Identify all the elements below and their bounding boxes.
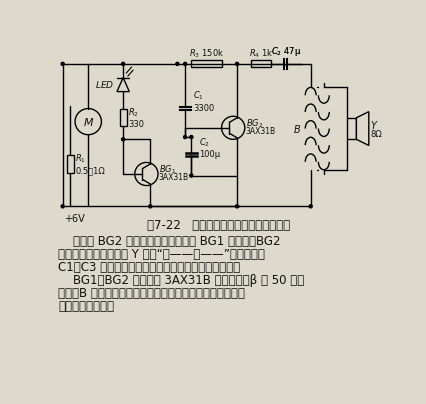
Text: 100μ: 100μ: [199, 150, 220, 159]
Text: C1、C3 容量可改变间歇振荡器振荡频率和间隔时间。: C1、C3 容量可改变间歇振荡器振荡频率和间隔时间。: [58, 261, 239, 274]
Bar: [67, 155, 74, 173]
Text: $C_2$: $C_2$: [199, 136, 210, 149]
Text: $M$: $M$: [82, 116, 94, 128]
Bar: [119, 109, 127, 126]
Circle shape: [61, 62, 64, 65]
Text: $R_3$ 150k: $R_3$ 150k: [189, 47, 224, 60]
Circle shape: [135, 162, 158, 185]
Text: $B$: $B$: [293, 122, 301, 135]
Circle shape: [121, 138, 124, 141]
Circle shape: [176, 62, 178, 65]
Bar: [346, 118, 356, 139]
Text: 3AX31B: 3AX31B: [158, 173, 188, 182]
Text: 3300: 3300: [193, 104, 213, 113]
Text: 图7-22   录音机倒带终止指示器电路之二: 图7-22 录音机倒带终止指示器电路之二: [147, 219, 289, 232]
Bar: [191, 61, 222, 67]
Text: +6V: +6V: [64, 214, 85, 224]
Circle shape: [75, 109, 101, 135]
Circle shape: [183, 135, 186, 139]
Text: 晶体管 BG2 即组成间歇振荡器，当 BG1 导通时，BG2: 晶体管 BG2 即组成间歇振荡器，当 BG1 导通时，BG2: [58, 235, 280, 248]
Circle shape: [235, 62, 238, 65]
Text: 3AX31B: 3AX31B: [245, 127, 275, 136]
Text: $R_4$ 1k: $R_4$ 1k: [248, 47, 273, 60]
Circle shape: [221, 116, 244, 139]
Circle shape: [235, 205, 238, 208]
Circle shape: [189, 174, 193, 177]
Text: BG1、BG2 均可选用 3AX31B 锗三极管，β 值 50 左右: BG1、BG2 均可选用 3AX31B 锗三极管，β 值 50 左右: [58, 274, 304, 287]
Polygon shape: [117, 78, 129, 92]
Text: 元件无特殊要求。: 元件无特殊要求。: [58, 300, 114, 313]
Text: 截通电工作，由扬声器 Y 发出“哪——嗯——”鸣声。更改: 截通电工作，由扬声器 Y 发出“哪——嗯——”鸣声。更改: [58, 248, 264, 261]
Bar: [250, 61, 271, 67]
Circle shape: [183, 62, 186, 65]
Text: 即可。B 可用小型晶体管收音机用的输出变压器。其它阻容: 即可。B 可用小型晶体管收音机用的输出变压器。其它阻容: [58, 287, 245, 300]
Circle shape: [148, 205, 152, 208]
Text: $C_2$ 47μ: $C_2$ 47μ: [270, 45, 300, 58]
Polygon shape: [356, 112, 368, 145]
Text: $C_1$: $C_1$: [193, 90, 203, 102]
Circle shape: [308, 205, 311, 208]
Circle shape: [61, 205, 64, 208]
Text: $BG_1$: $BG_1$: [158, 164, 176, 177]
Text: $Y$: $Y$: [369, 120, 378, 131]
Text: 8Ω: 8Ω: [369, 130, 381, 139]
Text: $LED$: $LED$: [95, 79, 114, 90]
Circle shape: [121, 62, 124, 65]
Text: $C_2$ 47μ: $C_2$ 47μ: [270, 45, 300, 58]
Text: $BG_2$: $BG_2$: [245, 118, 262, 130]
Text: $R_1$
0.5～1Ω: $R_1$ 0.5～1Ω: [75, 153, 105, 175]
Circle shape: [189, 135, 193, 139]
Text: $R_2$
330: $R_2$ 330: [128, 106, 144, 129]
